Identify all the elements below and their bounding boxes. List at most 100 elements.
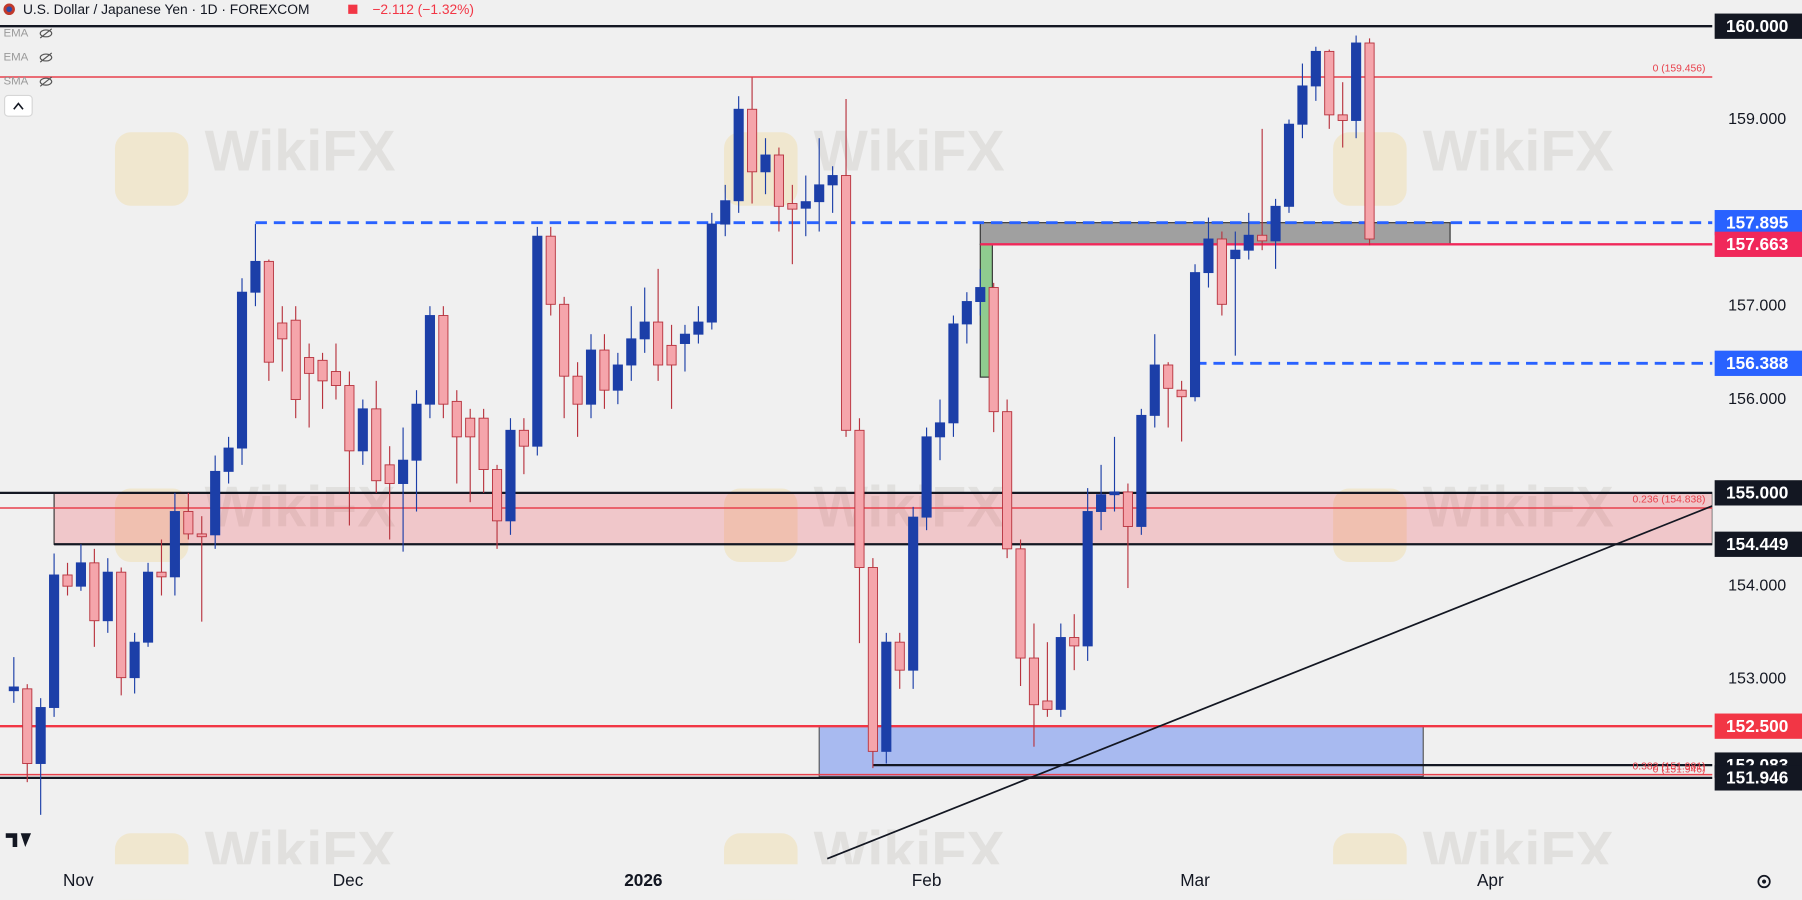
x-tick-label: Apr bbox=[1477, 870, 1504, 890]
candle-body bbox=[518, 429, 529, 447]
settings-icon[interactable] bbox=[1757, 874, 1771, 889]
visibility-icon bbox=[39, 28, 53, 39]
candle-body bbox=[1203, 238, 1214, 274]
candle-body bbox=[236, 291, 248, 449]
candle-body bbox=[1270, 205, 1281, 242]
candle-body bbox=[1216, 238, 1227, 305]
indicator-label: SMA bbox=[3, 76, 28, 88]
candle-body bbox=[1337, 114, 1348, 121]
y-tick-label: 157.000 bbox=[1728, 296, 1786, 314]
candle-body bbox=[800, 201, 811, 209]
price-badge bbox=[1714, 765, 1802, 791]
candle-body bbox=[1002, 411, 1013, 550]
candle-body bbox=[1230, 249, 1241, 260]
candle-body bbox=[75, 562, 86, 587]
price-badge bbox=[1714, 210, 1802, 236]
candle-body bbox=[196, 533, 207, 538]
candle-body bbox=[908, 516, 919, 671]
candle-body bbox=[1096, 494, 1107, 512]
watermark-text: WikiFX bbox=[1423, 119, 1614, 183]
candle-body bbox=[1042, 700, 1053, 710]
candle-body bbox=[1257, 234, 1268, 242]
candle-body bbox=[1364, 42, 1375, 240]
candle-body bbox=[572, 375, 583, 405]
candle-body bbox=[102, 571, 113, 622]
candle-body bbox=[62, 574, 73, 587]
candle-body bbox=[988, 287, 999, 413]
watermark-text: WikiFX bbox=[205, 119, 396, 183]
price-badge bbox=[1714, 531, 1802, 557]
zone bbox=[979, 222, 1451, 245]
candle-body bbox=[626, 338, 637, 366]
candle-body bbox=[760, 154, 771, 173]
candle-body bbox=[948, 323, 959, 424]
candle-body bbox=[183, 511, 194, 535]
price-change: −2.112 (−1.32%) bbox=[372, 2, 474, 17]
y-tick-label: 159.000 bbox=[1728, 110, 1786, 128]
candle-body bbox=[585, 349, 597, 405]
level-note: 0 (159.456) bbox=[1653, 64, 1706, 75]
candle-body bbox=[1028, 657, 1040, 706]
candle-body bbox=[881, 641, 892, 752]
candle-body bbox=[1351, 42, 1362, 121]
candle-body bbox=[545, 235, 556, 305]
candle-body bbox=[1163, 364, 1174, 389]
tv-logo bbox=[5, 833, 32, 848]
candle-body bbox=[438, 315, 449, 405]
candle-body bbox=[599, 349, 610, 391]
candle-body bbox=[814, 184, 825, 203]
candle-body bbox=[706, 223, 717, 323]
candle-body bbox=[156, 571, 167, 578]
collapse-button[interactable] bbox=[4, 94, 33, 117]
candle-body bbox=[653, 321, 664, 366]
price-badge bbox=[1714, 713, 1802, 739]
price-badge-label: 156.388 bbox=[1726, 353, 1789, 373]
candle-body bbox=[679, 333, 691, 344]
candle-body bbox=[1189, 272, 1201, 398]
candle-body bbox=[975, 287, 986, 302]
zone bbox=[53, 492, 1713, 545]
candle-body bbox=[398, 459, 409, 484]
visibility-icon bbox=[39, 29, 53, 38]
candle-body bbox=[1082, 511, 1093, 647]
candle-body bbox=[867, 567, 878, 752]
candle-body bbox=[465, 417, 476, 438]
candle-body bbox=[787, 203, 798, 210]
candle-body bbox=[290, 319, 301, 400]
candle-body bbox=[116, 571, 127, 679]
chart-title: U.S. Dollar / Japanese Yen · 1D · FOREXC… bbox=[23, 2, 309, 17]
candle-body bbox=[532, 235, 543, 447]
watermark-logo bbox=[114, 132, 189, 206]
candle-body bbox=[411, 403, 422, 461]
x-tick-label: 2026 bbox=[624, 870, 662, 890]
price-badge bbox=[1714, 350, 1802, 376]
candle-body bbox=[1310, 50, 1321, 87]
level-note: 0.236 (154.838) bbox=[1633, 495, 1706, 506]
candle-body bbox=[22, 688, 33, 764]
collapse-icon bbox=[13, 102, 24, 110]
indicator-label: EMA bbox=[3, 27, 28, 39]
candle-body bbox=[384, 464, 395, 484]
candle-body bbox=[693, 321, 704, 335]
candle-body bbox=[666, 344, 677, 366]
candle-body bbox=[223, 447, 234, 472]
y-tick-label: 156.000 bbox=[1728, 390, 1786, 408]
candle-body bbox=[330, 371, 342, 386]
levels: 0 (159.456) 0.236 (154.838) 0.382 (151.981… bbox=[0, 25, 1713, 860]
price-badge bbox=[1714, 480, 1802, 506]
watermark-text: WikiFX bbox=[814, 119, 1005, 183]
candle-body bbox=[854, 429, 865, 568]
candle-body bbox=[1055, 637, 1066, 710]
price-badge-label: 160.000 bbox=[1726, 16, 1788, 36]
x-tick-label: Mar bbox=[1180, 870, 1210, 890]
header: U.S. Dollar / Japanese Yen · 1D · FOREXC… bbox=[3, 2, 1771, 889]
candle-body bbox=[1136, 414, 1147, 527]
symbol-icon bbox=[6, 6, 13, 13]
candle-body bbox=[1015, 548, 1026, 659]
candle-body bbox=[505, 429, 516, 522]
candle-body bbox=[612, 364, 623, 391]
visibility-icon bbox=[39, 76, 53, 87]
